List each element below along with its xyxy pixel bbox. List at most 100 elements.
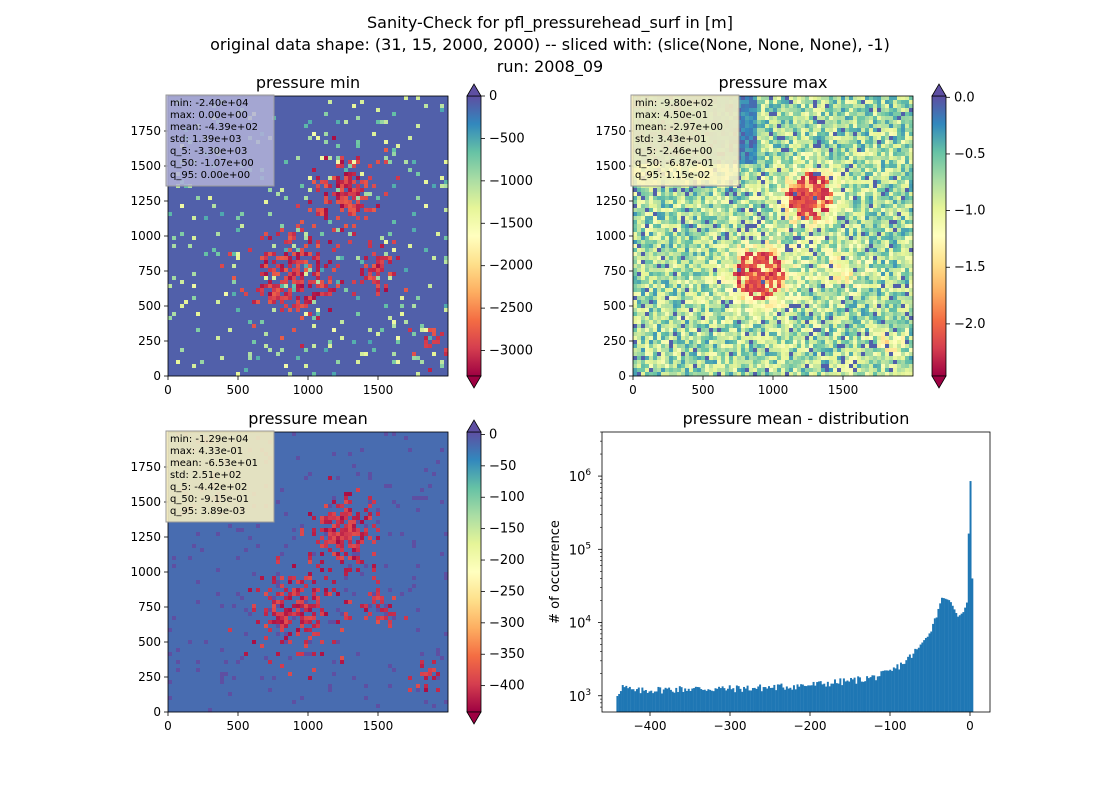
heatmap-cell bbox=[404, 176, 409, 181]
heatmap-cell bbox=[376, 300, 381, 305]
heatmap-cell bbox=[352, 124, 357, 129]
heatmap-cell bbox=[388, 100, 393, 105]
heatmap-cell bbox=[244, 276, 249, 281]
heatmap-cell bbox=[184, 360, 189, 365]
heatmap-cell bbox=[284, 140, 289, 145]
heatmap-cell bbox=[248, 188, 253, 193]
heatmap-cell bbox=[316, 244, 321, 249]
heatmap-cell bbox=[308, 284, 313, 289]
heatmap-cell bbox=[260, 272, 265, 277]
heatmap-cell bbox=[204, 200, 209, 205]
heatmap-cell bbox=[276, 316, 281, 321]
heatmap-cell bbox=[300, 356, 305, 361]
heatmap-cell bbox=[236, 288, 241, 293]
heatmap-cell bbox=[224, 260, 229, 265]
heatmap-cell bbox=[236, 192, 241, 197]
heatmap-cell bbox=[428, 192, 433, 197]
heatmap-cell bbox=[244, 344, 249, 349]
heatmap-cell bbox=[236, 320, 241, 325]
heatmap-cell bbox=[316, 188, 321, 193]
heatmap-cell bbox=[348, 96, 353, 101]
heatmap-cell bbox=[340, 112, 345, 117]
heatmap-cell bbox=[304, 336, 309, 341]
heatmap-cell bbox=[240, 264, 245, 269]
heatmap-cell bbox=[288, 228, 293, 233]
heatmap-cell bbox=[777, 96, 782, 101]
heatmap-cell bbox=[388, 168, 393, 173]
heatmap-cell bbox=[372, 140, 377, 145]
heatmap-cell bbox=[416, 300, 421, 305]
heatmap-cell bbox=[200, 220, 205, 225]
heatmap-cell bbox=[176, 268, 181, 273]
heatmap-cell bbox=[300, 128, 305, 133]
heatmap-cell bbox=[404, 228, 409, 233]
heatmap-cell bbox=[360, 308, 365, 313]
heatmap-cell bbox=[400, 360, 405, 365]
heatmap-cell bbox=[400, 132, 405, 137]
heatmap-cell bbox=[244, 308, 249, 313]
heatmap-cell bbox=[372, 148, 377, 153]
heatmap-cell bbox=[440, 328, 445, 333]
heatmap-cell bbox=[344, 172, 349, 177]
heatmap-cell bbox=[168, 344, 173, 349]
heatmap-cell bbox=[272, 220, 277, 225]
heatmap-cell bbox=[428, 132, 433, 137]
heatmap-cell bbox=[216, 192, 221, 197]
heatmap-cell bbox=[388, 336, 393, 341]
heatmap-cell bbox=[320, 368, 325, 373]
heatmap-cell bbox=[404, 120, 409, 125]
heatmap-cell bbox=[224, 372, 229, 377]
heatmap-cell bbox=[392, 284, 397, 289]
heatmap-cell bbox=[368, 304, 373, 309]
heatmap-cell bbox=[749, 96, 754, 101]
heatmap-cell bbox=[440, 364, 445, 369]
heatmap-cell bbox=[172, 252, 177, 257]
heatmap-cell bbox=[324, 168, 329, 173]
heatmap-cell bbox=[424, 308, 429, 313]
heatmap-cell bbox=[296, 220, 301, 225]
heatmap-cell bbox=[296, 356, 301, 361]
heatmap-cell bbox=[232, 252, 237, 257]
heatmap-cell bbox=[384, 360, 389, 365]
heatmap-cell bbox=[172, 288, 177, 293]
heatmap-cell bbox=[256, 192, 261, 197]
heatmap-cell bbox=[224, 288, 229, 293]
heatmap-cell bbox=[412, 296, 417, 301]
heatmap-cell bbox=[268, 208, 273, 213]
heatmap-cell bbox=[352, 268, 357, 273]
heatmap-cell bbox=[424, 252, 429, 257]
heatmap-cell bbox=[372, 196, 377, 201]
heatmap-cell bbox=[264, 256, 269, 261]
heatmap-cell bbox=[248, 276, 253, 281]
heatmap-cell bbox=[272, 196, 277, 201]
heatmap-cell bbox=[416, 180, 421, 185]
heatmap-cell bbox=[388, 196, 393, 201]
heatmap-cell bbox=[372, 364, 377, 369]
heatmap-cell bbox=[412, 156, 417, 161]
heatmap-cell bbox=[384, 188, 389, 193]
heatmap-cell bbox=[368, 188, 373, 193]
heatmap-cell bbox=[408, 128, 413, 133]
heatmap-cell bbox=[356, 368, 361, 373]
heatmap-cell bbox=[280, 152, 285, 157]
heatmap-cell bbox=[360, 168, 365, 173]
heatmap-cell bbox=[320, 100, 325, 105]
heatmap-cell bbox=[220, 240, 225, 245]
heatmap-cell bbox=[296, 192, 301, 197]
heatmap-cell bbox=[172, 256, 177, 261]
heatmap-cell bbox=[364, 284, 369, 289]
heatmap-cell bbox=[196, 320, 201, 325]
heatmap-cell bbox=[168, 368, 173, 373]
heatmap-cell bbox=[320, 244, 325, 249]
heatmap-cell bbox=[272, 260, 277, 265]
heatmap-cell bbox=[340, 140, 345, 145]
heatmap-cell bbox=[360, 164, 365, 169]
heatmap-cell bbox=[328, 352, 333, 357]
heatmap-cell bbox=[368, 372, 373, 377]
heatmap-cell bbox=[284, 120, 289, 125]
heatmap-cell bbox=[368, 248, 373, 253]
heatmap-cell bbox=[424, 280, 429, 285]
heatmap-cell bbox=[320, 212, 325, 217]
heatmap-cell bbox=[268, 232, 273, 237]
heatmap-cell bbox=[252, 284, 257, 289]
